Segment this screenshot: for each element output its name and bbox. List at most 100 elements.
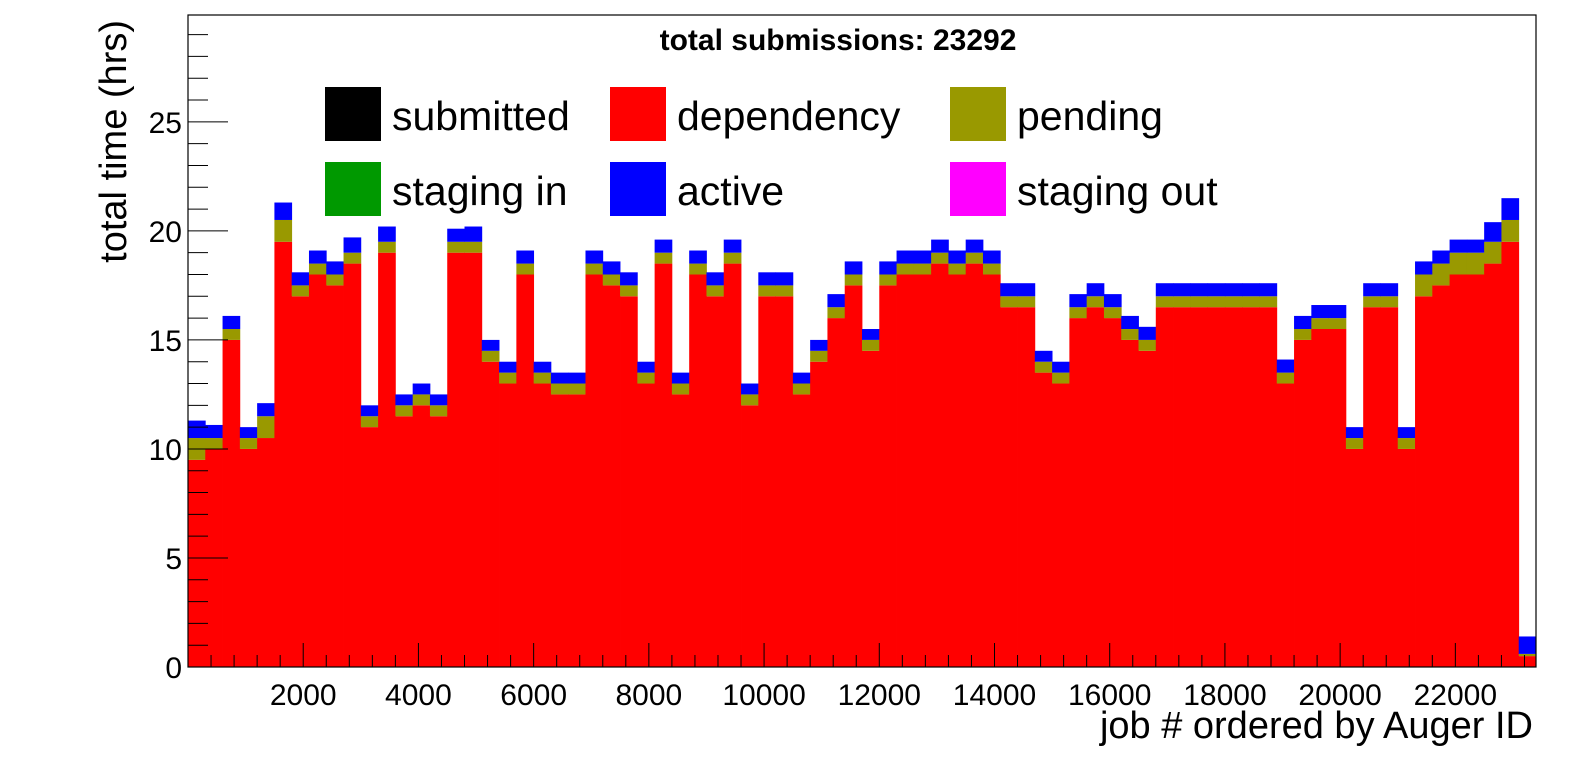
bar-pending xyxy=(671,383,690,395)
bar-dependency xyxy=(464,252,483,667)
bar-dependency xyxy=(1000,307,1018,667)
bar-active xyxy=(222,315,241,329)
bar-active xyxy=(654,239,673,253)
bar-pending xyxy=(654,252,673,264)
bar-pending xyxy=(1034,361,1053,373)
bar-dependency xyxy=(1501,241,1520,667)
bar-dependency xyxy=(533,383,552,667)
bar-dependency xyxy=(1294,339,1312,667)
bar-pending xyxy=(1207,296,1226,308)
bar-active xyxy=(1207,283,1226,297)
bar-active xyxy=(1224,283,1243,297)
bar-pending xyxy=(862,339,880,351)
bar-dependency xyxy=(1415,296,1433,667)
bar-active xyxy=(205,424,223,439)
bar-active xyxy=(741,383,759,395)
legend-swatch-pending xyxy=(950,87,1006,141)
bar-dependency xyxy=(1363,307,1381,667)
legend: submitted dependency pending staging in acti… xyxy=(325,87,1218,216)
bar-active xyxy=(308,250,327,264)
bar-dependency xyxy=(689,274,707,667)
bar-pending xyxy=(913,263,932,275)
bar-pending xyxy=(637,372,656,384)
bar-active xyxy=(1380,283,1399,297)
bar-dependency xyxy=(810,361,828,667)
bar-active xyxy=(499,361,517,373)
bar-dependency xyxy=(965,263,984,667)
bar-pending xyxy=(602,274,621,286)
bar-dependency xyxy=(602,285,621,667)
bar-pending xyxy=(1259,296,1278,308)
bar-pending xyxy=(308,263,327,275)
bar-active xyxy=(447,228,465,242)
bar-pending xyxy=(1242,296,1260,308)
legend-swatch-staging-in xyxy=(325,162,381,216)
x-tick-label: 10000 xyxy=(722,679,805,712)
bar-active xyxy=(274,202,293,220)
bar-active xyxy=(862,329,880,340)
bar-active xyxy=(395,394,414,406)
bar-dependency xyxy=(844,285,863,667)
bar-active xyxy=(343,237,362,253)
bar-pending xyxy=(1466,252,1485,275)
bar-active xyxy=(827,294,846,308)
y-tick-label: 0 xyxy=(165,652,182,685)
x-tick-label: 14000 xyxy=(953,679,1036,712)
bar-pending xyxy=(1415,274,1433,297)
bar-active xyxy=(1363,283,1381,297)
bar-pending xyxy=(1103,307,1122,319)
x-tick-label: 2000 xyxy=(270,679,337,712)
y-tick-label: 25 xyxy=(149,107,182,140)
x-tick-label: 8000 xyxy=(615,679,682,712)
bar-pending xyxy=(827,307,846,319)
bar-dependency xyxy=(239,448,258,667)
bar-pending xyxy=(1311,318,1330,329)
bar-pending xyxy=(550,383,569,395)
bar-dependency xyxy=(499,383,517,667)
bar-pending xyxy=(982,263,1001,275)
bar-active xyxy=(568,372,586,384)
bar-dependency xyxy=(274,241,293,667)
bar-pending xyxy=(1432,263,1450,286)
bar-dependency xyxy=(585,274,604,667)
bar-dependency xyxy=(1484,263,1502,667)
bar-active xyxy=(723,239,742,253)
bar-dependency xyxy=(1103,318,1122,667)
bar-dependency xyxy=(1449,274,1468,667)
bar-active xyxy=(775,272,794,286)
y-axis: 0 5 10 15 20 25 xyxy=(149,34,228,685)
bar-pending xyxy=(205,438,223,449)
bar-dependency xyxy=(516,274,535,667)
bar-dependency xyxy=(827,318,846,667)
bar-dependency xyxy=(1242,307,1260,667)
bar-pending xyxy=(1518,653,1537,657)
bar-pending xyxy=(1000,296,1018,308)
bar-active xyxy=(412,383,431,395)
bar-dependency xyxy=(723,263,742,667)
bar-dependency xyxy=(1259,307,1278,667)
bar-active xyxy=(965,239,984,253)
bar-pending xyxy=(723,252,742,264)
bar-pending xyxy=(1328,318,1347,329)
bar-pending xyxy=(1173,296,1191,308)
bar-pending xyxy=(481,350,500,362)
bar-active xyxy=(481,339,500,351)
bar-dependency xyxy=(291,296,310,667)
bar-dependency xyxy=(395,416,414,667)
bar-pending xyxy=(620,285,638,297)
legend-label-dependency: dependency xyxy=(677,93,901,139)
bar-pending xyxy=(291,285,310,297)
bar-active xyxy=(239,427,258,439)
bar-active xyxy=(1328,305,1347,319)
bar-active xyxy=(671,372,690,384)
bar-pending xyxy=(585,263,604,275)
bar-dependency xyxy=(188,459,206,667)
legend-swatch-staging-out xyxy=(950,162,1006,216)
bar-dependency xyxy=(378,252,396,667)
bar-dependency xyxy=(481,361,500,667)
bar-pending xyxy=(1138,339,1157,351)
bar-pending xyxy=(533,372,552,384)
bar-dependency xyxy=(308,274,327,667)
bar-pending xyxy=(689,263,707,275)
bar-active xyxy=(637,361,656,373)
